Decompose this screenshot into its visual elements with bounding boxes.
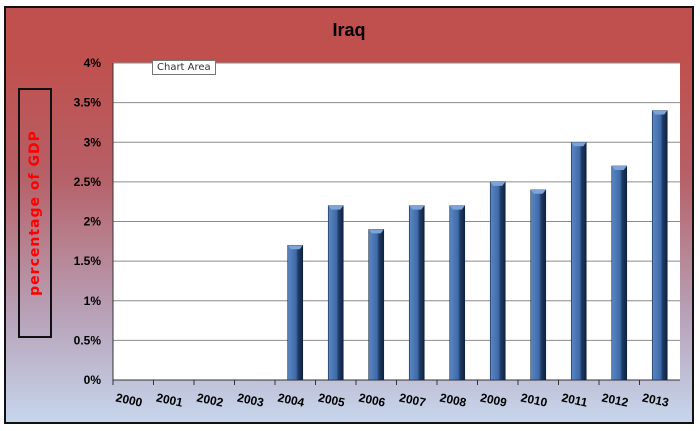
y-axis-label-box: percentage of GDP [18,88,52,338]
y-tick-label: 0.5% [74,333,102,347]
bar-2006[interactable] [368,229,385,381]
x-tick-label: 2011 [560,391,589,410]
chart-title: Iraq [332,20,366,40]
x-tick-label: 2006 [358,390,387,409]
y-tick-label: 3.5% [74,96,102,110]
y-tick-label: 0% [84,373,102,387]
bar-cap-2005 [328,205,344,210]
bar-cap-2010 [530,189,546,194]
x-tick-label: 2005 [317,390,346,409]
bar-cap-2008 [449,205,465,210]
y-tick-label: 3% [84,135,102,149]
y-tick-label: 2.5% [74,175,102,189]
bar-2008[interactable] [449,205,466,381]
x-tick-label: 2008 [439,390,468,409]
chart-area-tooltip: Chart Area [152,60,216,75]
x-tick-label: 2000 [115,390,144,409]
bar-cap-2004 [287,245,303,250]
bar-2011[interactable] [570,141,587,381]
bar-cap-2009 [490,181,506,186]
bar-cap-2006 [368,229,384,234]
x-tick-label: 2009 [479,390,508,409]
y-tick-label: 2% [84,215,102,229]
x-tick-label: 2010 [520,390,549,409]
x-tick-label: 2004 [277,390,306,409]
x-tick-label: 2012 [601,390,630,409]
bar-2009[interactable] [489,181,506,381]
bar-cap-2012 [611,166,627,171]
x-tick-label: 2003 [236,390,265,409]
x-tick-label: 2007 [398,390,427,409]
y-tick-label: 4% [84,56,102,70]
bar-2005[interactable] [327,205,344,381]
bar-2013[interactable] [651,110,668,381]
x-tick-label: 2002 [196,390,225,409]
bar-2007[interactable] [408,205,425,381]
bar-cap-2007 [409,205,425,210]
y-tick-label: 1.5% [74,254,102,268]
bar-2004[interactable] [287,244,304,381]
bar-2012[interactable] [611,165,628,381]
x-tick-label: 2013 [641,390,670,409]
bar-cap-2011 [571,142,587,147]
x-tick-label: 2001 [155,390,184,409]
y-tick-label: 1% [84,294,102,308]
bar-2010[interactable] [530,189,547,381]
bar-cap-2013 [652,110,668,115]
